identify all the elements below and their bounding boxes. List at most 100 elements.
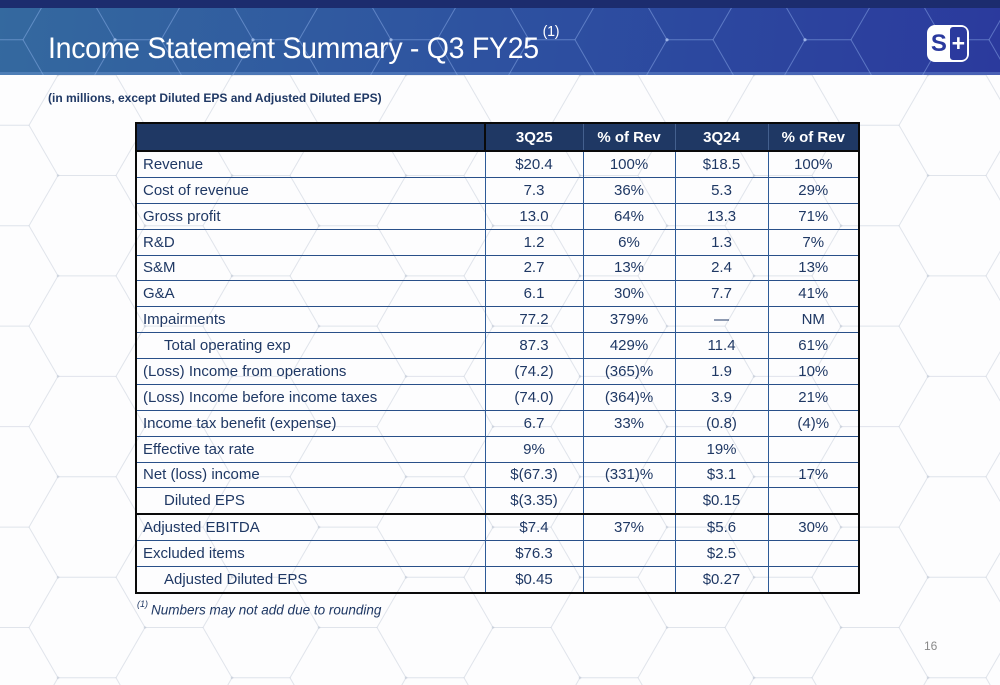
value-cell: 30% (582, 280, 675, 307)
footnote-marker: (1) (137, 599, 148, 609)
value-cell: $18.5 (674, 150, 768, 178)
value-cell: 30% (767, 513, 859, 541)
table-row: G&A 6.1 30% 7.7 41% (136, 280, 859, 307)
value-cell: $5.6 (674, 513, 768, 541)
value-cell: 7.3 (484, 176, 583, 204)
value-cell: $76.3 (484, 540, 583, 567)
value-cell: $3.1 (674, 461, 768, 488)
value-cell: $(3.35) (484, 487, 583, 515)
page-title-text: Income Statement Summary - Q3 FY25 (48, 32, 539, 65)
row-label-column-header (136, 123, 485, 152)
row-label: Effective tax rate (136, 435, 485, 462)
row-label: Adjusted EBITDA (136, 513, 485, 541)
value-cell: — (674, 306, 768, 333)
company-logo: S + (927, 25, 969, 62)
value-cell: 100% (767, 150, 859, 178)
banner-top-strip (0, 0, 1000, 8)
value-cell: 13.3 (674, 202, 768, 230)
row-label: (Loss) Income before income taxes (136, 383, 485, 411)
value-cell (767, 540, 859, 567)
table-row: Revenue $20.4 100% $18.5 100% (136, 150, 859, 178)
value-cell: 6% (582, 228, 675, 255)
value-cell: 7% (767, 228, 859, 255)
value-cell: $0.27 (674, 565, 768, 593)
row-label: Diluted EPS (136, 487, 485, 515)
page-title: Income Statement Summary - Q3 FY25(1) (48, 23, 560, 68)
row-label: Impairments (136, 306, 485, 333)
value-cell (582, 487, 675, 515)
table-row: Impairments 77.2 379% — NM (136, 306, 859, 333)
value-cell: $7.4 (484, 513, 583, 541)
value-cell: 13.0 (484, 202, 583, 230)
value-cell: (0.8) (674, 409, 768, 437)
value-cell: (331)% (582, 461, 675, 488)
row-label: (Loss) Income from operations (136, 358, 485, 385)
value-cell: NM (767, 306, 859, 333)
value-cell: 11.4 (674, 332, 768, 359)
title-footnote-marker: (1) (542, 23, 560, 40)
column-header: % of Rev (582, 123, 675, 152)
value-cell (582, 565, 675, 593)
value-cell: 5.3 (674, 176, 768, 204)
value-cell (767, 565, 859, 593)
row-label: R&D (136, 228, 485, 255)
value-cell: 1.2 (484, 228, 583, 255)
table-row: Total operating exp 87.3 429% 11.4 61% (136, 332, 859, 359)
footnote-text: Numbers may not add due to rounding (151, 602, 382, 618)
value-cell: 6.1 (484, 280, 583, 307)
footnote: (1) Numbers may not add due to rounding (137, 599, 382, 618)
value-cell: $(67.3) (484, 461, 583, 488)
value-cell: $2.5 (674, 540, 768, 567)
row-label: Cost of revenue (136, 176, 485, 204)
table-row: Gross profit 13.0 64% 13.3 71% (136, 202, 859, 230)
value-cell: 19% (674, 435, 768, 462)
value-cell: 1.9 (674, 358, 768, 385)
row-label: Excluded items (136, 540, 485, 567)
value-cell: $0.15 (674, 487, 768, 515)
value-cell: 17% (767, 461, 859, 488)
value-cell (767, 487, 859, 515)
value-cell: 6.7 (484, 409, 583, 437)
row-label: Net (loss) income (136, 461, 485, 488)
row-label: Adjusted Diluted EPS (136, 565, 485, 593)
value-cell: 100% (582, 150, 675, 178)
table-row: Net (loss) income $(67.3) (331)% $3.1 17% (136, 461, 859, 488)
page-number: 16 (924, 639, 938, 653)
value-cell: 87.3 (484, 332, 583, 359)
value-cell: 429% (582, 332, 675, 359)
row-label: Gross profit (136, 202, 485, 230)
title-banner: Income Statement Summary - Q3 FY25(1) S … (0, 0, 1000, 75)
value-cell: (74.2) (484, 358, 583, 385)
value-cell: 21% (767, 383, 859, 411)
value-cell: 13% (767, 254, 859, 281)
row-label: Revenue (136, 150, 485, 178)
income-statement-table: 3Q25% of Rev 3Q24% of Rev Revenue $20.4 100… (135, 122, 860, 594)
column-header: 3Q24 (674, 123, 768, 152)
value-cell: 10% (767, 358, 859, 385)
table-row: Cost of revenue 7.3 36% 5.3 29% (136, 176, 859, 204)
logo-s-icon: S (929, 27, 949, 60)
table-row: Excluded items $76.3 $2.5 (136, 540, 859, 567)
value-cell: 29% (767, 176, 859, 204)
table-row: Adjusted Diluted EPS $0.45 $0.27 (136, 565, 859, 593)
row-label: S&M (136, 254, 485, 281)
value-cell: 9% (484, 435, 583, 462)
row-label: Income tax benefit (expense) (136, 409, 485, 437)
table-row: (Loss) Income from operations (74.2) (365)… (136, 358, 859, 385)
value-cell (767, 435, 859, 462)
value-cell: 1.3 (674, 228, 768, 255)
value-cell: (364)% (582, 383, 675, 411)
value-cell: 7.7 (674, 280, 768, 307)
value-cell: 77.2 (484, 306, 583, 333)
value-cell: 36% (582, 176, 675, 204)
value-cell: 2.7 (484, 254, 583, 281)
value-cell: 379% (582, 306, 675, 333)
table-row: Income tax benefit (expense) 6.7 33% (0.8)(… (136, 409, 859, 437)
value-cell: 13% (582, 254, 675, 281)
value-cell: 64% (582, 202, 675, 230)
column-header: % of Rev (767, 123, 859, 152)
value-cell: (4)% (767, 409, 859, 437)
row-label: Total operating exp (136, 332, 485, 359)
value-cell: 61% (767, 332, 859, 359)
value-cell (582, 435, 675, 462)
